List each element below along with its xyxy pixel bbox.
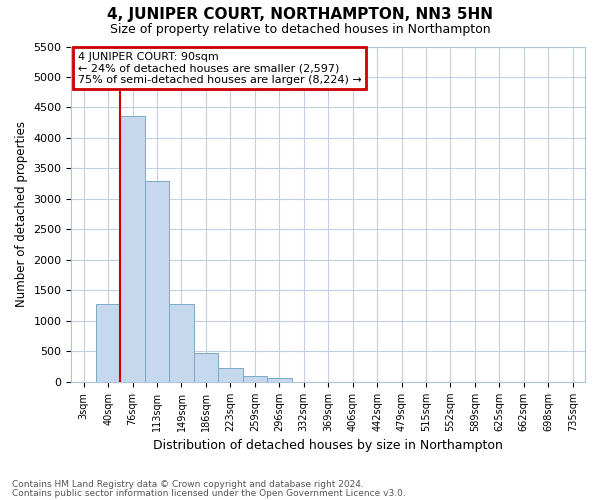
Text: Contains public sector information licensed under the Open Government Licence v3: Contains public sector information licen… xyxy=(12,488,406,498)
Text: Contains HM Land Registry data © Crown copyright and database right 2024.: Contains HM Land Registry data © Crown c… xyxy=(12,480,364,489)
Bar xyxy=(121,116,145,382)
X-axis label: Distribution of detached houses by size in Northampton: Distribution of detached houses by size … xyxy=(153,440,503,452)
Text: 4, JUNIPER COURT, NORTHAMPTON, NN3 5HN: 4, JUNIPER COURT, NORTHAMPTON, NN3 5HN xyxy=(107,8,493,22)
Bar xyxy=(96,304,121,382)
Bar xyxy=(218,368,242,382)
Text: 4 JUNIPER COURT: 90sqm
← 24% of detached houses are smaller (2,597)
75% of semi-: 4 JUNIPER COURT: 90sqm ← 24% of detached… xyxy=(77,52,361,84)
Bar xyxy=(267,378,292,382)
Bar xyxy=(145,180,169,382)
Bar xyxy=(242,376,267,382)
Bar xyxy=(169,304,194,382)
Bar xyxy=(194,352,218,382)
Y-axis label: Number of detached properties: Number of detached properties xyxy=(15,121,28,307)
Text: Size of property relative to detached houses in Northampton: Size of property relative to detached ho… xyxy=(110,22,490,36)
